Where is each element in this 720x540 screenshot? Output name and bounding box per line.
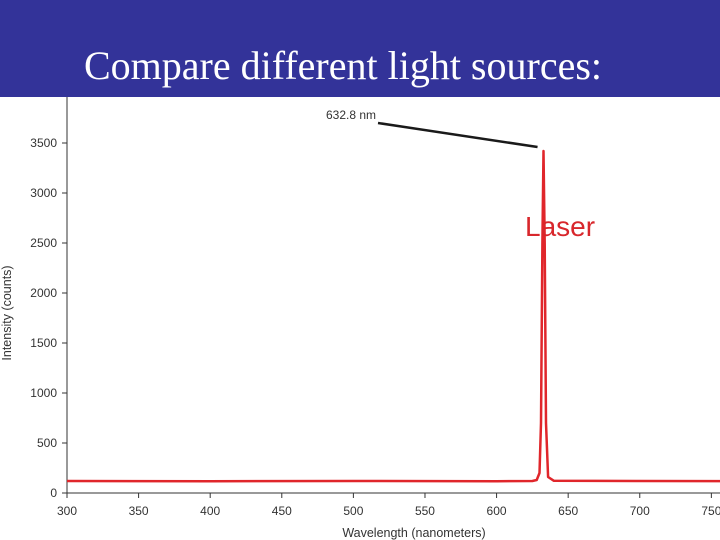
x-tick-label: 300 <box>57 504 77 518</box>
series-label-laser: Laser <box>525 211 595 242</box>
y-tick-label: 2500 <box>30 236 57 250</box>
x-tick-label: 750 <box>701 504 720 518</box>
title-bar: Compare different light sources: <box>0 0 720 97</box>
laser-series-line <box>66 149 720 483</box>
y-tick-label: 3000 <box>30 186 57 200</box>
peak-annotation-label: 632.8 nm <box>326 108 376 122</box>
y-ticks: 05001000150020002500300035004000 <box>30 86 67 500</box>
x-tick-label: 600 <box>487 504 507 518</box>
x-tick-label: 700 <box>630 504 650 518</box>
x-tick-label: 350 <box>129 504 149 518</box>
y-axis-title: Intensity (counts) <box>0 265 14 360</box>
slide-title: Compare different light sources: <box>84 43 603 88</box>
y-tick-label: 1000 <box>30 386 57 400</box>
x-axis-title: Wavelength (nanometers) <box>342 526 485 540</box>
x-tick-label: 400 <box>200 504 220 518</box>
x-ticks: 300 350 400 450 500 550 600 650 700 750 <box>57 493 720 518</box>
chart-axes <box>66 92 720 494</box>
y-tick-label: 3500 <box>30 136 57 150</box>
y-tick-label: 0 <box>50 486 57 500</box>
x-tick-label: 450 <box>272 504 292 518</box>
peak-annotation-arrow <box>377 121 538 149</box>
x-tick-label: 550 <box>415 504 435 518</box>
y-tick-label: 500 <box>37 436 57 450</box>
x-tick-label: 500 <box>343 504 363 518</box>
x-tick-label: 650 <box>558 504 578 518</box>
y-tick-label: 1500 <box>30 336 57 350</box>
y-tick-label: 2000 <box>30 286 57 300</box>
